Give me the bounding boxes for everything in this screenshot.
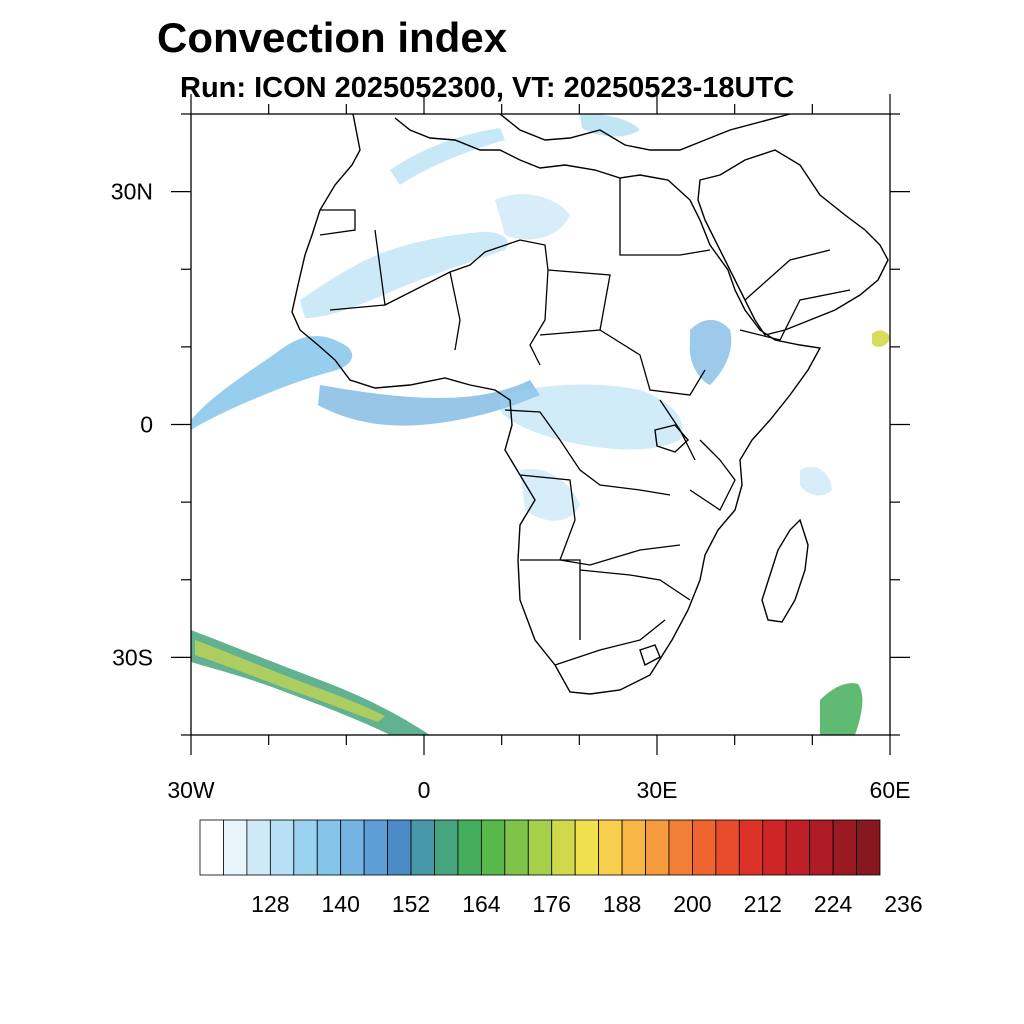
- colorbar-swatch: [363, 819, 388, 876]
- central-africa-patches: [500, 384, 683, 450]
- lake-victoria: [654, 424, 689, 453]
- chart-subtitle: Run: ICON 2025052300, VT: 20250523-18UTC: [180, 72, 795, 104]
- colorbar-swatch: [551, 819, 576, 876]
- colorbar-swatch: [246, 819, 271, 876]
- arabian-sea-cell: [872, 330, 890, 347]
- north-african-coast-band: [390, 128, 505, 185]
- colorbar-swatch: [715, 819, 740, 876]
- colorbar-label: 164: [462, 891, 501, 917]
- lat-tick-label: 0: [140, 412, 153, 438]
- congo-basin-patch: [520, 469, 580, 521]
- colorbar-swatch: [668, 819, 693, 876]
- colorbar-swatch: [269, 819, 295, 876]
- colorbar-swatch: [316, 819, 342, 876]
- colorbar-swatch: [856, 819, 881, 876]
- south-atlantic-front: [191, 630, 430, 735]
- colorbar-swatch: [762, 819, 787, 876]
- colorbar-swatch: [457, 819, 482, 876]
- colorbar-label: 152: [392, 891, 430, 917]
- axis-ticks: 30N 0 30S 30W 0 30E 60E: [111, 94, 911, 803]
- colorbar-swatch: [387, 819, 412, 876]
- colorbar-label: 224: [814, 891, 853, 917]
- colorbar-swatch: [621, 819, 646, 876]
- colorbar-swatch: [223, 819, 248, 876]
- madagascar-se-cell: [820, 683, 863, 735]
- front-core: [195, 640, 385, 722]
- africa-coastline: [291, 114, 822, 695]
- country-borders: [319, 178, 851, 666]
- colorbar-swatch: [598, 819, 623, 876]
- sahel-patches: [300, 231, 509, 318]
- colorbar-swatch: [480, 819, 506, 876]
- atlantic-itcz-band: [191, 335, 353, 430]
- colorbar-label: 236: [884, 891, 922, 917]
- colorbar-label: 188: [603, 891, 641, 917]
- colorbar-swatch: [785, 819, 811, 876]
- colorbar-swatch: [199, 819, 224, 876]
- coastline-layer: [291, 114, 889, 695]
- arabia-coastline: [697, 149, 889, 336]
- libya-desert-patch: [495, 194, 570, 240]
- colorbar-swatch: [809, 819, 834, 876]
- colorbar-swatch: [692, 819, 717, 876]
- lon-tick-label: 30W: [167, 777, 215, 803]
- colorbar-swatch: [832, 819, 857, 876]
- lon-tick-label: 30E: [637, 777, 678, 803]
- colorbar-swatch: [527, 819, 553, 876]
- lon-tick-label: 60E: [870, 777, 911, 803]
- lesotho: [639, 644, 661, 667]
- colorbar-swatch: [434, 819, 459, 876]
- colorbar-label: 176: [533, 891, 571, 917]
- med-north-shore: [499, 114, 791, 151]
- colorbar-label: 140: [322, 891, 360, 917]
- colorbar-swatch: [645, 819, 670, 876]
- colorbar-swatch: [410, 819, 435, 876]
- madagascar-coastline: [761, 518, 809, 623]
- convection-field-layer: [191, 114, 890, 735]
- colorbar: 128 140 152 164 176 188 200 212 224 236: [199, 819, 923, 917]
- colorbar-label: 200: [673, 891, 711, 917]
- colorbar-label: 128: [251, 891, 289, 917]
- east-madagascar-patch: [800, 466, 832, 496]
- colorbar-swatch: [738, 819, 764, 876]
- colorbar-swatch: [340, 819, 365, 876]
- colorbar-swatch: [574, 819, 600, 876]
- colorbar-swatch: [293, 819, 318, 876]
- ethiopian-highlands: [689, 319, 732, 385]
- gulf-of-guinea-band: [318, 380, 540, 426]
- chart-title: Convection index: [157, 14, 508, 61]
- colorbar-label: 212: [744, 891, 782, 917]
- lat-tick-label: 30N: [111, 179, 153, 205]
- colorbar-swatch: [504, 819, 529, 876]
- lat-tick-label: 30S: [112, 644, 153, 670]
- lon-tick-label: 0: [418, 777, 431, 803]
